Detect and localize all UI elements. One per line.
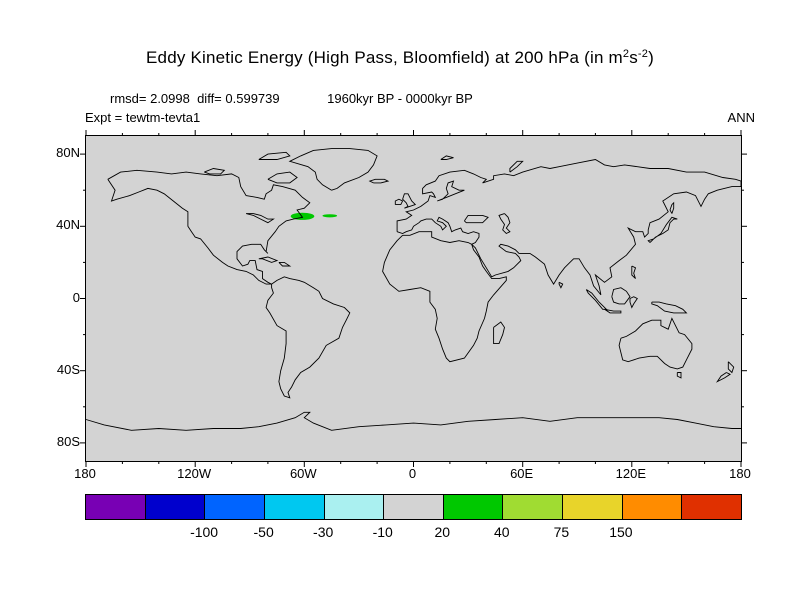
- coastline-path: [265, 276, 351, 399]
- coastline-path: [258, 256, 279, 263]
- coastline-path: [394, 198, 404, 206]
- lat-tick-label: 0: [72, 289, 80, 305]
- coastline-path: [258, 151, 291, 160]
- coastline-path: [509, 160, 524, 173]
- title-text: Eddy Kinetic Energy (High Pass, Bloomfie…: [146, 48, 623, 67]
- coastline-path: [715, 372, 732, 383]
- colorbar-box: [86, 495, 145, 519]
- coastline-path: [288, 148, 378, 191]
- coastline-path: [204, 168, 226, 175]
- lat-tick-label: 80S: [56, 433, 80, 449]
- lon-tick-label: 60E: [510, 466, 534, 481]
- colorbar-tick-label: 40: [494, 524, 510, 540]
- coastline-path: [651, 301, 688, 314]
- plot-title: Eddy Kinetic Energy (High Pass, Bloomfie…: [0, 48, 800, 68]
- colorbar-tick-label: 75: [553, 524, 570, 540]
- lon-tick-label: 180: [729, 466, 751, 481]
- colorbar-box: [502, 495, 563, 519]
- coastline-path: [558, 281, 564, 289]
- coastline-path: [493, 321, 505, 345]
- colorbar-box: [204, 495, 264, 519]
- coastline-path: [396, 159, 742, 296]
- coastline-path: [440, 155, 454, 160]
- colorbar-box: [144, 495, 205, 519]
- map-canvas: [80, 130, 747, 467]
- coastline-path: [618, 317, 693, 370]
- coastline-path: [402, 193, 417, 209]
- coastline-path: [629, 296, 638, 309]
- colorbar-tick-label: 20: [434, 524, 451, 540]
- lat-tick-label: 40S: [56, 361, 80, 377]
- coastline-path: [647, 216, 678, 243]
- coastline-path: [245, 213, 275, 224]
- coastline-path: [669, 201, 675, 214]
- coastline-path: [107, 169, 311, 285]
- coastline-path: [267, 171, 298, 184]
- colorbar-box: [681, 495, 742, 519]
- lat-tick-label: 80N: [56, 145, 80, 161]
- colorbar-tick-label: -50: [253, 524, 274, 540]
- lat-tick-label: 40N: [56, 217, 80, 233]
- coastline-path: [498, 213, 511, 235]
- world-map-panel: [80, 130, 747, 467]
- title-superscript: 2: [622, 48, 630, 60]
- coastline-path: [631, 265, 637, 279]
- colorbar-box: [323, 495, 384, 519]
- colorbar-box: [263, 495, 324, 519]
- coastline-path: [382, 231, 507, 363]
- title-superscript-2: -2: [637, 48, 649, 60]
- colorbar-box: [383, 495, 443, 519]
- lon-tick-label: 60W: [289, 466, 317, 481]
- coastline-path: [585, 289, 608, 310]
- coastline-path: [437, 180, 465, 202]
- period-label: 1960kyr BP - 0000kyr BP: [327, 91, 473, 106]
- coastline-path: [604, 308, 622, 314]
- coastline-path: [676, 372, 682, 379]
- lon-tick-label: 0: [408, 466, 417, 481]
- rmsd-diff-stats: rmsd= 2.0998 diff= 0.599739: [110, 91, 280, 106]
- title-text-mid: s: [629, 48, 638, 67]
- coastline-path: [464, 214, 489, 224]
- anomaly-patch: [322, 214, 338, 218]
- colorbar-tick-label: -30: [313, 524, 334, 540]
- season-label: ANN: [727, 110, 755, 125]
- coastline-path: [727, 361, 735, 374]
- colorbar-box: [621, 495, 682, 519]
- colorbar-box: [562, 495, 622, 519]
- coastline-path: [368, 178, 390, 184]
- coastline-path: [278, 261, 292, 267]
- colorbar-tick-label: -100: [190, 524, 219, 540]
- lon-tick-label: 120W: [177, 466, 212, 481]
- coastline-path: [611, 287, 631, 305]
- colorbar-tick-label: -10: [372, 524, 393, 540]
- colorbar-tick-label: 150: [609, 524, 633, 540]
- lon-tick-label: 180: [74, 466, 96, 481]
- title-text-end: ): [648, 48, 654, 67]
- coastline-path: [85, 411, 741, 431]
- colorbar-box: [442, 495, 503, 519]
- experiment-label: Expt = tewtm-tevta1: [85, 110, 201, 125]
- colorbar: [85, 494, 742, 520]
- lon-tick-label: 120E: [615, 466, 647, 481]
